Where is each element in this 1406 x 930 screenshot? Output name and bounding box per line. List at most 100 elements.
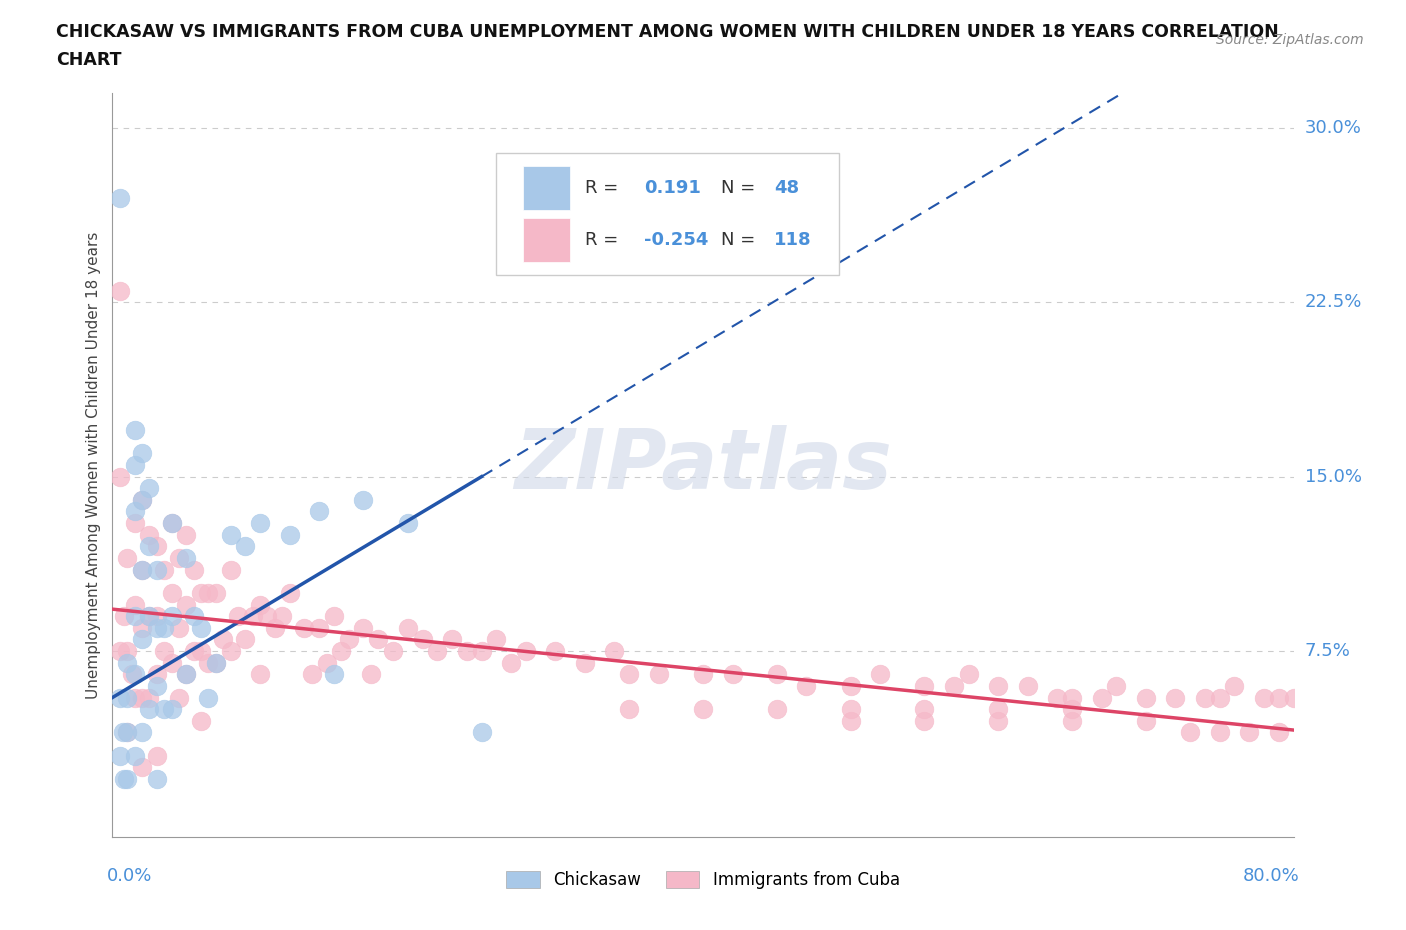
Point	[117, 725, 138, 740]
Point	[411, 632, 433, 647]
Point	[138, 702, 160, 717]
Point	[112, 772, 135, 787]
Text: -0.254: -0.254	[644, 231, 709, 248]
Point	[441, 632, 464, 647]
Point	[138, 690, 160, 705]
Point	[574, 655, 596, 670]
Point	[108, 644, 131, 658]
Point	[271, 609, 294, 624]
Point	[117, 644, 138, 658]
Point	[205, 586, 228, 601]
Text: CHICKASAW VS IMMIGRANTS FROM CUBA UNEMPLOYMENT AMONG WOMEN WITH CHILDREN UNDER 1: CHICKASAW VS IMMIGRANTS FROM CUBA UNEMPL…	[56, 23, 1279, 41]
Point	[153, 562, 176, 577]
Point	[1017, 679, 1039, 694]
Point	[197, 690, 219, 705]
Point	[153, 644, 176, 658]
Point	[146, 562, 169, 577]
Legend: Chickasaw, Immigrants from Cuba: Chickasaw, Immigrants from Cuba	[499, 864, 907, 896]
Point	[619, 667, 641, 682]
Point	[131, 725, 153, 740]
Point	[167, 551, 190, 565]
Point	[124, 690, 146, 705]
Point	[117, 772, 138, 787]
Point	[249, 515, 271, 530]
Point	[470, 644, 494, 658]
Point	[124, 515, 146, 530]
Point	[987, 679, 1010, 694]
Point	[160, 702, 183, 717]
Point	[987, 702, 1010, 717]
Point	[124, 422, 146, 438]
Point	[146, 748, 169, 763]
Point	[382, 644, 405, 658]
Point	[1135, 713, 1157, 728]
Point	[167, 690, 190, 705]
Point	[796, 679, 818, 694]
Point	[167, 620, 190, 635]
Point	[233, 539, 256, 554]
Point	[117, 551, 138, 565]
Text: Source: ZipAtlas.com: Source: ZipAtlas.com	[1216, 33, 1364, 46]
Point	[396, 620, 419, 635]
Point	[1268, 725, 1291, 740]
Point	[1062, 702, 1084, 717]
Point	[108, 690, 131, 705]
Point	[174, 527, 197, 542]
Point	[337, 632, 360, 647]
Text: 80.0%: 80.0%	[1243, 867, 1299, 884]
Point	[839, 713, 862, 728]
Point	[515, 644, 537, 658]
Text: CHART: CHART	[56, 51, 122, 69]
Text: 118: 118	[773, 231, 811, 248]
Point	[146, 679, 169, 694]
Point	[131, 446, 153, 461]
Point	[308, 620, 330, 635]
Text: 7.5%: 7.5%	[1305, 642, 1351, 660]
Point	[138, 481, 160, 496]
Point	[190, 586, 212, 601]
Point	[869, 667, 891, 682]
Point	[1105, 679, 1128, 694]
Point	[146, 539, 169, 554]
Point	[249, 667, 271, 682]
Point	[124, 667, 146, 682]
Point	[470, 725, 494, 740]
Point	[153, 620, 176, 635]
Point	[426, 644, 449, 658]
Point	[190, 620, 212, 635]
Text: 0.191: 0.191	[644, 179, 700, 196]
Point	[138, 609, 160, 624]
Point	[278, 527, 301, 542]
Y-axis label: Unemployment Among Women with Children Under 18 years: Unemployment Among Women with Children U…	[86, 232, 101, 698]
Point	[315, 655, 337, 670]
Point	[308, 504, 330, 519]
Point	[766, 702, 789, 717]
Point	[1135, 690, 1157, 705]
Point	[256, 609, 278, 624]
Point	[1178, 725, 1201, 740]
Point	[138, 527, 160, 542]
Point	[174, 551, 197, 565]
Point	[323, 609, 346, 624]
Point	[219, 644, 242, 658]
Text: R =: R =	[585, 179, 624, 196]
Point	[108, 748, 131, 763]
Point	[1062, 713, 1084, 728]
Point	[721, 667, 744, 682]
Point	[205, 655, 228, 670]
Point	[131, 632, 153, 647]
Point	[352, 493, 374, 508]
FancyBboxPatch shape	[496, 153, 839, 275]
Point	[1194, 690, 1216, 705]
Point	[131, 493, 153, 508]
Point	[146, 667, 169, 682]
Point	[197, 586, 219, 601]
FancyBboxPatch shape	[523, 218, 569, 261]
Point	[146, 609, 169, 624]
Point	[160, 515, 183, 530]
Point	[174, 667, 197, 682]
Text: 0.0%: 0.0%	[107, 867, 152, 884]
Point	[396, 515, 419, 530]
Point	[138, 539, 160, 554]
Point	[121, 667, 143, 682]
